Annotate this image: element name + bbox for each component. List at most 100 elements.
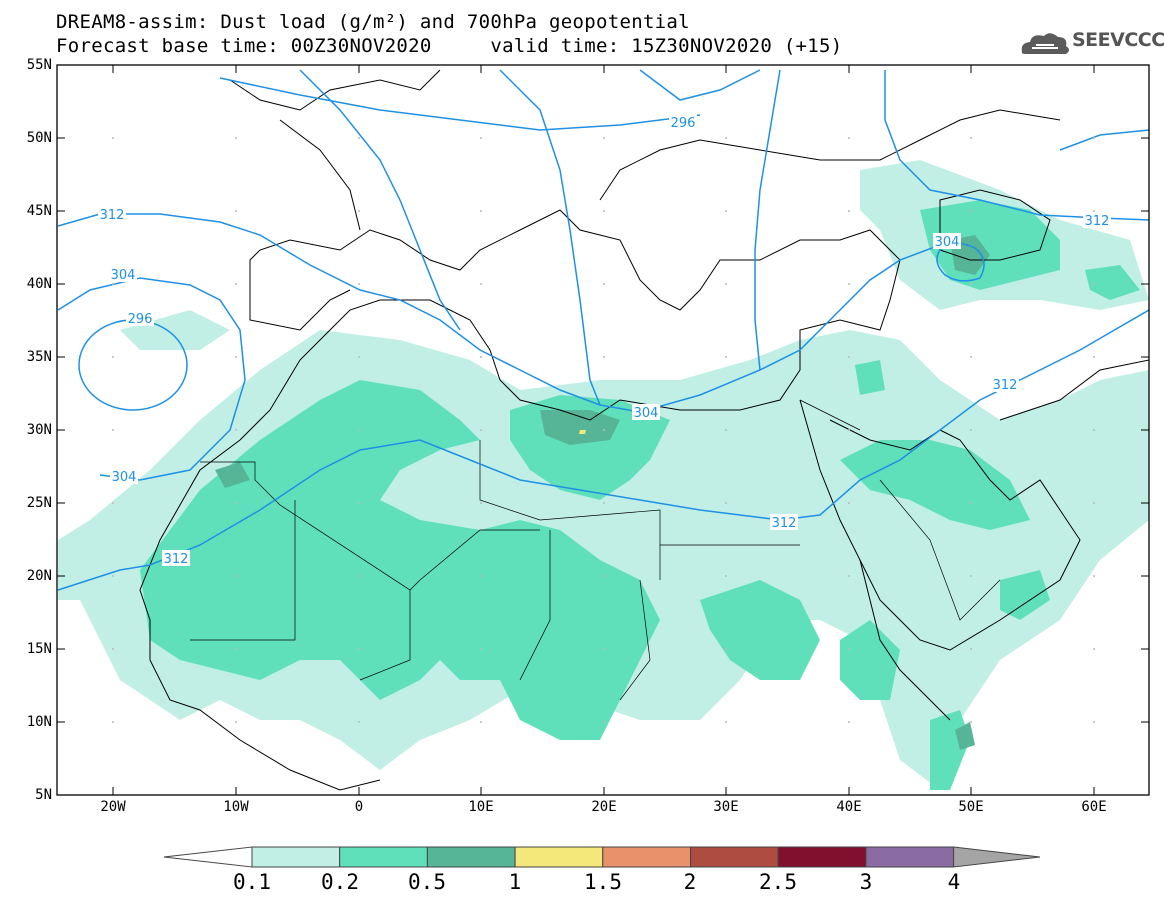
graticule-dot [235,502,237,504]
lat-label-35n: 35N [26,349,52,365]
graticule-dot [358,137,360,139]
lon-label-40e: 40E [836,799,862,815]
graticule-dot [848,721,850,723]
contour-label: 304 [632,404,660,421]
contour-label: 296 [669,114,697,131]
graticule-dot [970,502,972,504]
graticule-dot [480,356,482,358]
lat-label-15n: 15N [26,641,52,657]
colorbar-label-2: 2 [683,870,697,894]
graticule-dot [725,648,727,650]
colorbar-bin-8 [865,846,955,868]
graticule-dot [112,429,114,431]
map-title: DREAM8-assim: Dust load (g/m²) and 700hP… [56,11,690,33]
axis-ticks [57,64,1149,796]
graticule-dot [603,502,605,504]
contour-label: 312 [991,376,1019,393]
contour-label-text: 304 [112,470,137,485]
graticule-dot [848,283,850,285]
graticule-dot [235,648,237,650]
graticule-dot [480,648,482,650]
lon-label-30e: 30E [713,799,739,815]
contour-labels: 296 312 304 296 304 312 304 304 312 312 312 [98,114,1111,567]
graticule-dot [603,283,605,285]
graticule-dots [112,137,1095,723]
graticule-dot [970,137,972,139]
graticule-dot [1093,648,1095,650]
map-subtitle: Forecast base time: 00Z30NOV2020 valid t… [56,35,843,57]
graticule-dot [1093,356,1095,358]
graticule-dot [358,721,360,723]
graticule-dot [358,356,360,358]
colorbar-bin-7 [777,846,867,868]
graticule-dot [235,721,237,723]
lon-label-60e: 60E [1081,799,1107,815]
graticule-dot [480,721,482,723]
contour-label-text: 304 [111,268,136,283]
graticule-dot [970,429,972,431]
lat-label-25n: 25N [26,495,52,511]
colorbar-label-0.2: 0.2 [321,870,359,894]
lon-label-20w: 20W [100,799,126,815]
contour-label: 312 [162,550,190,567]
graticule-dot [725,283,727,285]
contour-label-text: 312 [100,208,125,223]
graticule-dot [970,648,972,650]
lat-label-50n: 50N [26,130,52,146]
contour-label-text: 312 [164,552,189,567]
lat-label-55n: 55N [26,57,52,73]
graticule-dot [725,575,727,577]
contour-label: 296 [126,310,154,327]
graticule-dot [235,356,237,358]
graticule-dot [112,356,114,358]
contour-label-text: 312 [772,516,797,531]
contour-label: 312 [770,514,798,531]
graticule-dot [1093,137,1095,139]
colorbar-bin-6 [690,846,779,868]
graticule-dot [1093,575,1095,577]
colorbar-label-4: 4 [947,870,961,894]
graticule-dot [970,575,972,577]
colorbar-label-3: 3 [859,870,873,894]
contour-label-text: 296 [671,116,696,131]
dust-field-dark [215,235,990,750]
graticule-dot [1093,721,1095,723]
graticule-dot [480,210,482,212]
graticule-dot [603,721,605,723]
graticule-dot [725,356,727,358]
colorbar-bin-4 [514,846,604,868]
lon-label-50e: 50E [958,799,984,815]
graticule-dot [235,137,237,139]
graticule-dot [848,137,850,139]
graticule-dot [112,648,114,650]
graticule-dot [848,429,850,431]
graticule-dot [112,575,114,577]
graticule-dot [112,137,114,139]
contour-label-text: 304 [634,406,659,421]
graticule-dot [725,429,727,431]
graticule-dot [970,721,972,723]
colorbar-label-0.5: 0.5 [408,870,446,894]
contour-label: 312 [98,206,126,223]
contour-label-text: 296 [128,312,153,327]
lon-label-0: 0 [354,799,364,815]
graticule-dot [603,648,605,650]
lat-label-40n: 40N [26,276,52,292]
logo-text: SEEVCCC [1072,29,1165,51]
colorbar-label-1.5: 1.5 [584,870,622,894]
graticule-dot [480,137,482,139]
graticule-dot [848,575,850,577]
graticule-dot [112,283,114,285]
contour-label: 304 [109,266,137,283]
graticule-dot [358,648,360,650]
graticule-dot [603,210,605,212]
graticule-dot [725,137,727,139]
graticule-dot [235,210,237,212]
colorbar-bin-3 [426,846,516,868]
graticule-dot [725,721,727,723]
colorbar-bin-1 [251,846,341,868]
graticule-dot [970,210,972,212]
graticule-dot [970,283,972,285]
graticule-dot [358,210,360,212]
